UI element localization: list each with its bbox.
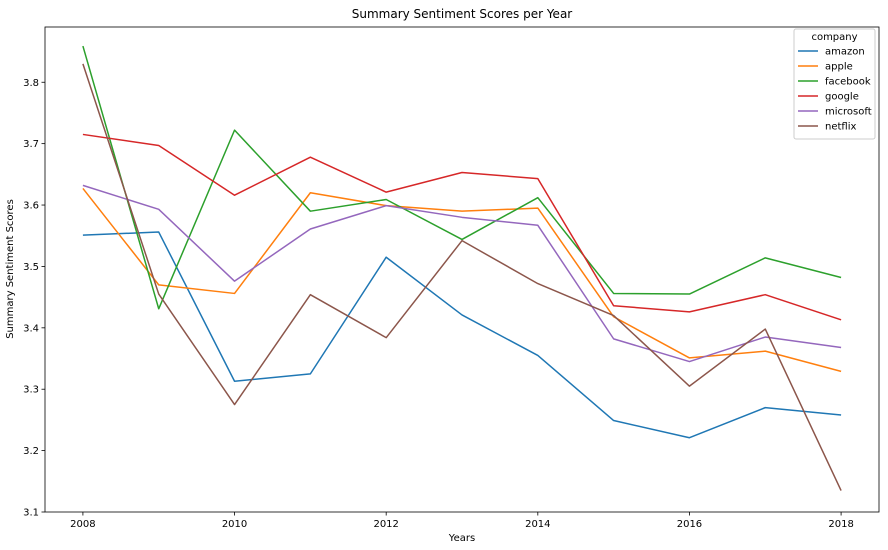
y-tick-label: 3.3 <box>23 385 39 396</box>
chart-title: Summary Sentiment Scores per Year <box>352 7 573 21</box>
x-tick-label: 2008 <box>70 519 95 530</box>
series-line-netflix <box>82 63 842 491</box>
legend-label-facebook: facebook <box>825 77 871 88</box>
legend-label-apple: apple <box>825 62 853 73</box>
y-tick-label: 3.4 <box>23 323 39 334</box>
series-line-microsoft <box>82 184 842 363</box>
y-tick-label: 3.5 <box>23 262 39 273</box>
x-tick-label: 2010 <box>222 519 247 530</box>
legend-label-amazon: amazon <box>825 47 865 58</box>
legend-label-microsoft: microsoft <box>825 107 872 118</box>
series-line-google <box>82 133 842 321</box>
series-line-amazon <box>82 231 842 439</box>
y-tick-label: 3.6 <box>23 201 39 212</box>
y-tick-label: 3.1 <box>23 508 39 519</box>
series-line-apple <box>82 187 842 373</box>
y-tick-label: 3.8 <box>23 78 39 89</box>
x-axis-title: Years <box>448 533 475 544</box>
y-tick-label: 3.2 <box>23 446 39 457</box>
plot-area: 2008 2010 2012 2014 2016 2018 3.1 3.2 3.3 3.4 3.5 3… <box>23 45 854 530</box>
series-line-facebook <box>82 45 842 310</box>
legend-label-netflix: netflix <box>825 122 856 133</box>
x-tick-label: 2018 <box>828 519 853 530</box>
plot-frame <box>44 26 880 513</box>
legend-label-google: google <box>825 92 859 103</box>
x-tick-label: 2014 <box>525 519 550 530</box>
legend-title: company <box>811 32 857 43</box>
y-tick-label: 3.7 <box>23 139 39 150</box>
x-tick-label: 2012 <box>373 519 398 530</box>
legend: company amazon apple facebook google microsof… <box>793 28 876 140</box>
y-axis-title: Summary Sentiment Scores <box>5 199 16 339</box>
x-tick-label: 2016 <box>677 519 702 530</box>
